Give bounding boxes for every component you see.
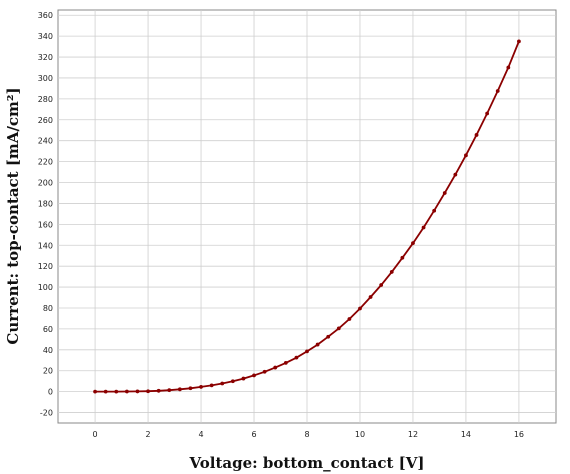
- y-tick-label: 140: [38, 241, 53, 250]
- data-point: [326, 334, 331, 339]
- data-point: [347, 317, 352, 321]
- y-tick-label: 280: [38, 95, 53, 104]
- data-point: [135, 389, 140, 394]
- data-point: [114, 389, 119, 394]
- x-tick-label: 0: [93, 430, 98, 439]
- x-tick-label: 6: [251, 430, 256, 439]
- data-point: [188, 386, 193, 391]
- y-tick-label: 180: [38, 199, 53, 208]
- x-tick-label: 2: [146, 430, 151, 439]
- data-point: [358, 306, 362, 311]
- y-tick-label: 20: [43, 367, 53, 376]
- data-point: [230, 379, 235, 384]
- x-tick-label: 14: [461, 430, 471, 439]
- y-tick-label: 80: [43, 304, 53, 313]
- data-point: [495, 89, 500, 93]
- data-point: [464, 153, 468, 158]
- data-point: [421, 225, 426, 230]
- data-point: [315, 342, 320, 347]
- data-point: [241, 376, 246, 381]
- data-point: [156, 388, 161, 393]
- x-tick-label: 8: [304, 430, 309, 439]
- x-tick-label: 16: [514, 430, 524, 439]
- y-tick-label: 220: [38, 158, 53, 167]
- y-tick-label: 120: [38, 262, 53, 271]
- y-tick-label: 320: [38, 53, 53, 62]
- y-tick-label: 160: [38, 220, 53, 229]
- y-tick-label: -20: [40, 409, 53, 418]
- data-point: [146, 389, 150, 394]
- data-point: [474, 133, 479, 137]
- data-point: [442, 191, 447, 195]
- y-tick-label: 100: [38, 283, 53, 292]
- data-point: [167, 388, 172, 393]
- data-point: [177, 387, 182, 392]
- data-point: [199, 385, 203, 389]
- data-point: [432, 208, 437, 213]
- data-point: [305, 349, 309, 354]
- data-point: [283, 360, 288, 365]
- data-point: [220, 381, 225, 386]
- data-point: [124, 389, 129, 394]
- y-tick-label: 60: [43, 325, 53, 334]
- y-tick-label: 260: [38, 116, 53, 125]
- y-tick-label: 200: [38, 179, 53, 188]
- x-tick-label: 10: [355, 430, 365, 439]
- data-point: [389, 270, 394, 274]
- y-axis-label: Current: top-contact [mA/cm²]: [4, 87, 22, 344]
- data-point: [411, 241, 415, 246]
- y-tick-label: 340: [38, 32, 53, 41]
- y-tick-label: 300: [38, 74, 53, 83]
- y-tick-label: 240: [38, 137, 53, 146]
- y-tick-label: 40: [43, 346, 53, 355]
- x-tick-label: 12: [408, 430, 418, 439]
- data-point: [252, 373, 256, 378]
- data-point: [262, 369, 267, 374]
- x-tick-label: 4: [198, 430, 203, 439]
- data-point: [93, 389, 97, 394]
- data-point: [453, 172, 458, 177]
- tick-labels: -200204060801001201401601802002202402602…: [38, 11, 524, 439]
- data-point: [336, 326, 341, 331]
- data-point: [273, 365, 278, 370]
- grid-lines: [58, 10, 556, 423]
- data-series: [93, 39, 521, 394]
- data-point: [368, 295, 373, 299]
- data-point: [294, 355, 299, 360]
- data-point: [379, 283, 384, 287]
- y-tick-label: 360: [38, 11, 53, 20]
- data-point: [103, 389, 108, 394]
- y-tick-label: 0: [48, 388, 53, 397]
- data-point: [400, 255, 405, 260]
- x-axis-label: Voltage: bottom_contact [V]: [189, 454, 425, 472]
- data-point: [517, 39, 521, 44]
- data-point: [506, 65, 511, 70]
- data-point: [209, 383, 214, 388]
- data-point: [485, 111, 490, 116]
